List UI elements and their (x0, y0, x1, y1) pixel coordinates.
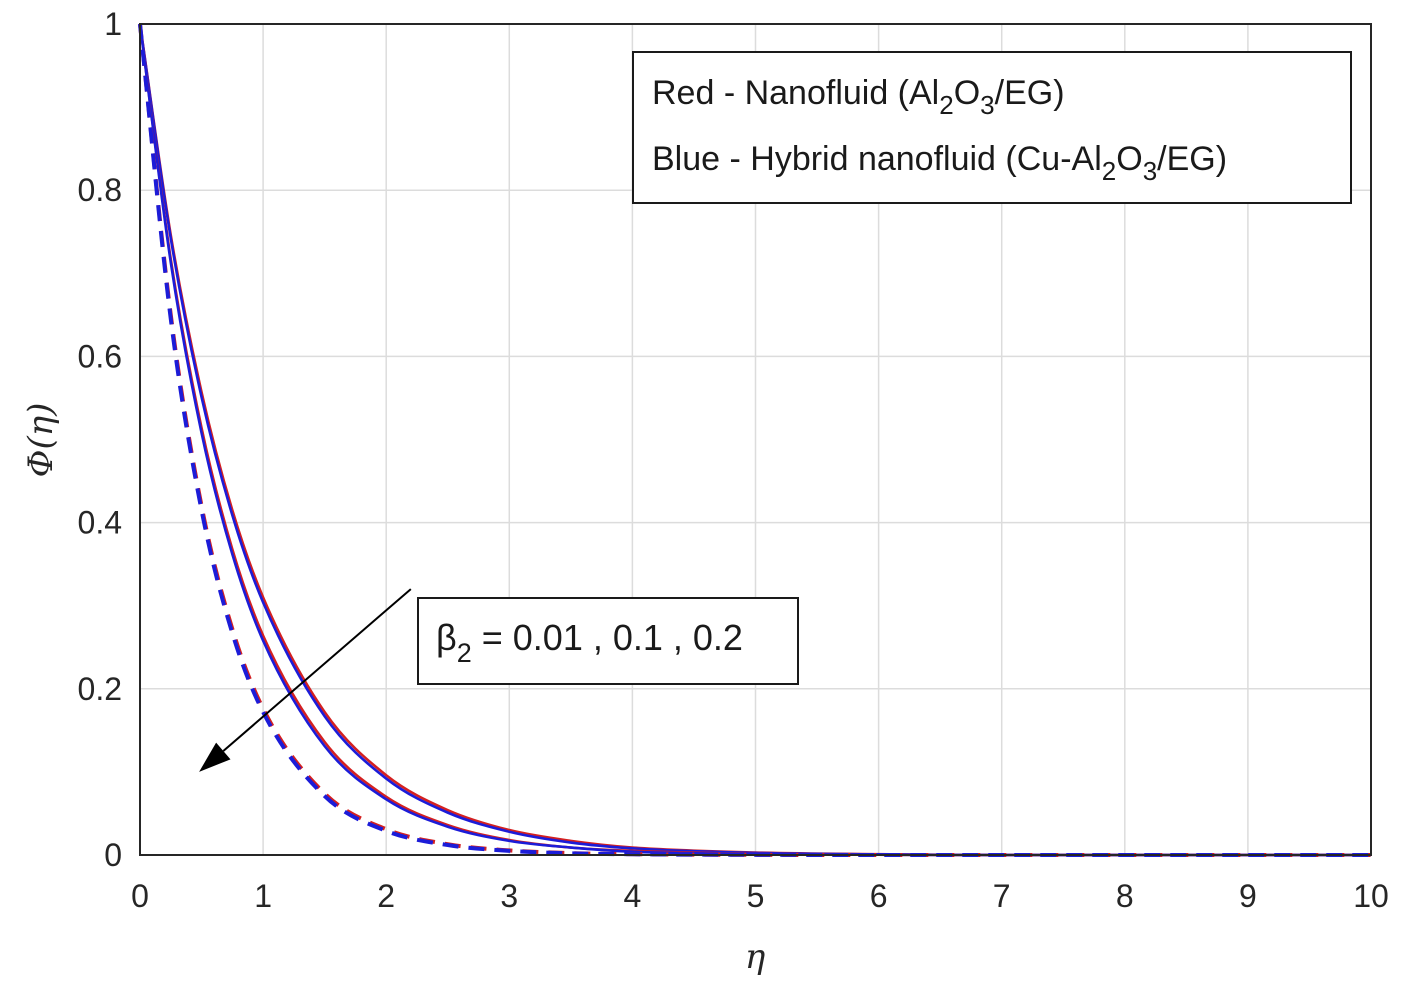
legend: Red - Nanofluid (Al2O3/EG) Blue - Hybrid… (632, 51, 1352, 204)
y-tick-label: 0 (104, 837, 122, 873)
legend-entry-blue: Blue - Hybrid nanofluid (Cu-Al2O3/EG) (652, 140, 1227, 186)
annotation-arrowhead (199, 742, 231, 772)
y-axis-label: Φ(η) (21, 403, 61, 478)
y-tick-label: 0.6 (78, 338, 122, 374)
y-tick-labels: 0 0.2 0.4 0.6 0.8 1 (78, 6, 122, 873)
y-tick-label: 0.4 (78, 505, 122, 541)
x-tick-label: 1 (254, 878, 272, 914)
x-tick-label: 2 (377, 878, 395, 914)
annotation-box (417, 597, 799, 685)
x-tick-label: 3 (500, 878, 518, 914)
x-tick-label: 9 (1239, 878, 1257, 914)
x-tick-labels: 0 1 2 3 4 5 6 7 8 9 10 (131, 878, 1389, 914)
x-tick-label: 6 (870, 878, 888, 914)
legend-entry-red: Red - Nanofluid (Al2O3/EG) (652, 74, 1065, 120)
plot-frame (139, 23, 1372, 856)
x-tick-label: 5 (747, 878, 765, 914)
x-tick-label: 0 (131, 878, 149, 914)
x-tick-label: 4 (624, 878, 642, 914)
annotation: β2 = 0.01 , 0.1 , 0.2 (199, 588, 799, 772)
y-tick-label: 0.8 (78, 172, 122, 208)
y-tick-label: 1 (104, 6, 122, 42)
x-tick-label: 10 (1353, 878, 1389, 914)
x-tick-label: 7 (993, 878, 1011, 914)
legend-box (632, 51, 1352, 204)
series-line-blue-dashed-5 (138, 23, 1371, 858)
y-tick-label: 0.2 (78, 671, 122, 707)
x-tick-label: 8 (1116, 878, 1134, 914)
annotation-arrow (222, 588, 412, 752)
annotation-label: β2 = 0.01 , 0.1 , 0.2 (436, 617, 743, 668)
x-axis-label: η (745, 937, 766, 977)
